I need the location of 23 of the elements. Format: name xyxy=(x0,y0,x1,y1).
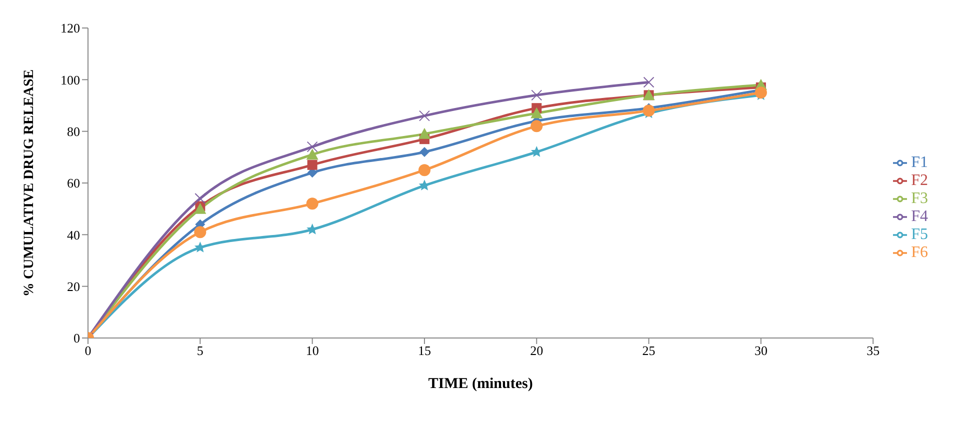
x-tick-label: 20 xyxy=(530,343,544,358)
legend-label: F6 xyxy=(911,244,928,261)
legend-label: F1 xyxy=(911,154,928,171)
x-tick-label: 25 xyxy=(642,343,656,358)
x-tick-label: 30 xyxy=(754,343,768,358)
x-axis-title: TIME (minutes) xyxy=(428,376,533,392)
y-tick-label: 80 xyxy=(67,124,80,139)
y-tick-label: 40 xyxy=(67,227,80,242)
x-tick-label: 35 xyxy=(866,343,880,358)
legend-label: F5 xyxy=(911,226,928,243)
x-tick-label: 15 xyxy=(418,343,431,358)
y-tick-label: 0 xyxy=(74,330,80,346)
y-tick-label: 120 xyxy=(60,20,80,36)
y-tick-label: 20 xyxy=(67,278,80,294)
legend-label: F2 xyxy=(911,172,928,189)
y-tick-label: 60 xyxy=(67,176,80,191)
legend-label: F4 xyxy=(911,208,928,225)
y-axis-title: % CUMULATIVE DRUG RELEASE xyxy=(22,69,37,297)
y-tick-label: 100 xyxy=(60,72,80,88)
legend-label: F3 xyxy=(911,190,928,207)
x-tick-label: 10 xyxy=(306,343,319,358)
x-tick-label: 0 xyxy=(84,343,92,358)
x-tick-label: 5 xyxy=(196,343,204,358)
